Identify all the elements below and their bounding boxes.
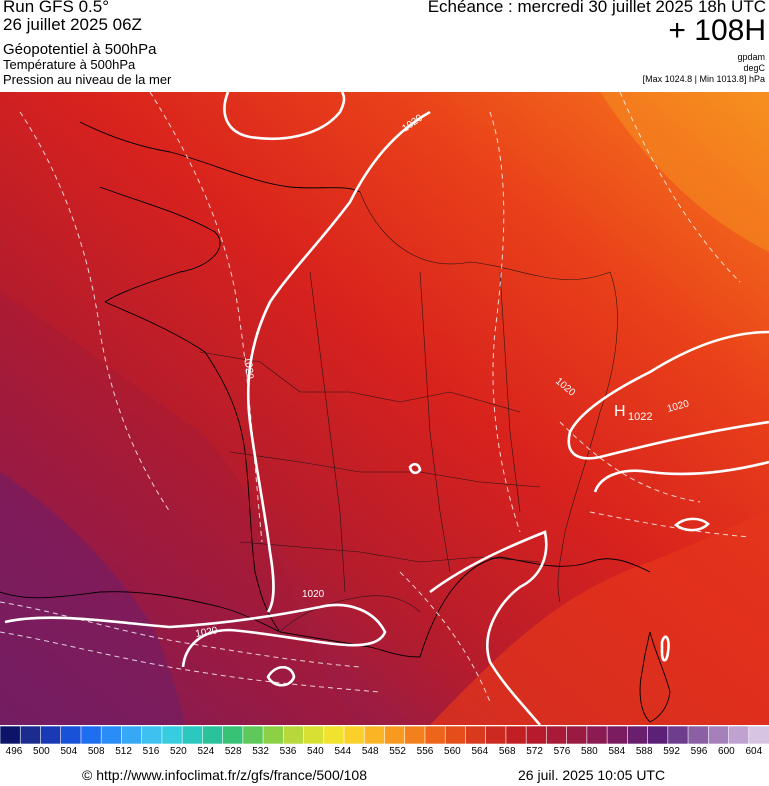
scale-swatch [202, 726, 224, 744]
scale-swatch [40, 726, 62, 744]
forecast-time: Echéance : mercredi 30 juillet 2025 18h … [427, 0, 766, 16]
scale-label: 596 [690, 746, 708, 757]
scale-swatch [707, 726, 730, 744]
scale-label: 544 [334, 746, 352, 757]
scale-label: 564 [471, 746, 489, 757]
scale-swatch [161, 726, 183, 744]
scale-label: 548 [361, 746, 379, 757]
scale-label: 516 [142, 746, 160, 757]
scale-swatch [0, 726, 22, 744]
layer-pressure: Pression au niveau de la mer [3, 72, 172, 87]
scale-swatch [141, 726, 163, 744]
isobar-label: 1020 [195, 625, 219, 640]
scale-swatch [262, 726, 285, 744]
scale-swatch [687, 726, 710, 744]
color-scale [0, 726, 769, 744]
unit-temperature: degC [743, 63, 765, 73]
generation-timestamp: 26 juil. 2025 10:05 UTC [518, 767, 666, 783]
scale-swatch [181, 726, 204, 744]
isobar-label: 1020 [242, 356, 255, 380]
run-title: Run GFS 0.5° [3, 0, 110, 16]
scale-label: 524 [197, 746, 215, 757]
scale-label: 528 [224, 746, 242, 757]
unit-pressure-range: [Max 1024.8 | Min 1013.8] hPa [642, 74, 765, 84]
field-band-northeast [600, 92, 769, 252]
scale-swatch [465, 726, 487, 744]
scale-swatch [242, 726, 264, 744]
scale-swatch [60, 726, 82, 744]
run-date: 26 juillet 2025 06Z [3, 15, 142, 34]
scale-label: 536 [279, 746, 297, 757]
scale-label: 540 [307, 746, 324, 757]
scale-swatch [586, 726, 608, 744]
scale-swatch [667, 726, 689, 744]
unit-geopotential: gpdam [737, 52, 765, 62]
scale-swatch [627, 726, 649, 744]
scale-label: 496 [5, 746, 23, 757]
scale-swatch [444, 726, 467, 744]
scale-label: 600 [718, 746, 735, 757]
scale-swatch [485, 726, 507, 744]
scale-swatch [19, 726, 42, 744]
scale-label: 580 [581, 746, 598, 757]
scale-label: 576 [553, 746, 571, 757]
source-credit[interactable]: © http://www.infoclimat.fr/z/gfs/france/… [82, 767, 367, 783]
scale-label: 500 [33, 746, 50, 757]
scale-label: 512 [115, 746, 132, 757]
scale-swatch [404, 726, 426, 744]
isobars [4, 92, 769, 725]
scale-label: 560 [444, 746, 461, 757]
isobar-label: 1020 [302, 589, 325, 600]
scale-label: 568 [498, 746, 516, 757]
scale-swatch [323, 726, 345, 744]
scale-label: 572 [526, 746, 543, 757]
scale-label: 604 [745, 746, 763, 757]
scale-label: 588 [635, 746, 653, 757]
borders [199, 191, 618, 633]
scale-swatch [546, 726, 568, 744]
scale-swatch [100, 726, 123, 744]
field-band-east [430, 512, 769, 725]
scale-swatch [363, 726, 386, 744]
scale-swatch [606, 726, 629, 744]
scale-swatch [283, 726, 305, 744]
high-pressure-symbol: H [614, 403, 626, 420]
scale-swatch [80, 726, 102, 744]
weather-map[interactable]: 1020 1020 1020 1020 1020 1020 H 1022 [0, 92, 769, 725]
temperature-contours [0, 92, 751, 703]
scale-label: 592 [663, 746, 680, 757]
scale-swatch [343, 726, 366, 744]
scale-swatch [384, 726, 406, 744]
scale-label: 508 [87, 746, 105, 757]
scale-swatch [505, 726, 527, 744]
lead-time: + 108H [668, 14, 766, 47]
scale-label: 584 [608, 746, 626, 757]
scale-swatch [748, 726, 769, 744]
scale-swatch [121, 726, 143, 744]
scale-label: 556 [416, 746, 434, 757]
scale-label: 552 [389, 746, 406, 757]
layer-geopotential: Géopotentiel à 500hPa [3, 41, 157, 58]
scale-swatch [525, 726, 548, 744]
scale-swatch [728, 726, 750, 744]
scale-swatch [647, 726, 669, 744]
high-pressure-value: 1022 [628, 411, 652, 423]
coastlines [0, 121, 671, 723]
scale-swatch [424, 726, 447, 744]
scale-swatch [222, 726, 244, 744]
scale-swatch [566, 726, 588, 744]
scale-label: 504 [60, 746, 78, 757]
scale-swatch [303, 726, 325, 744]
color-scale-labels: 496 500 504 508 512 516 520 524 528 532 536 540 544 5… [0, 746, 769, 760]
layer-temperature: Température à 500hPa [3, 57, 136, 72]
field-band-southwest [0, 472, 185, 725]
scale-label: 520 [170, 746, 187, 757]
scale-label: 532 [252, 746, 269, 757]
